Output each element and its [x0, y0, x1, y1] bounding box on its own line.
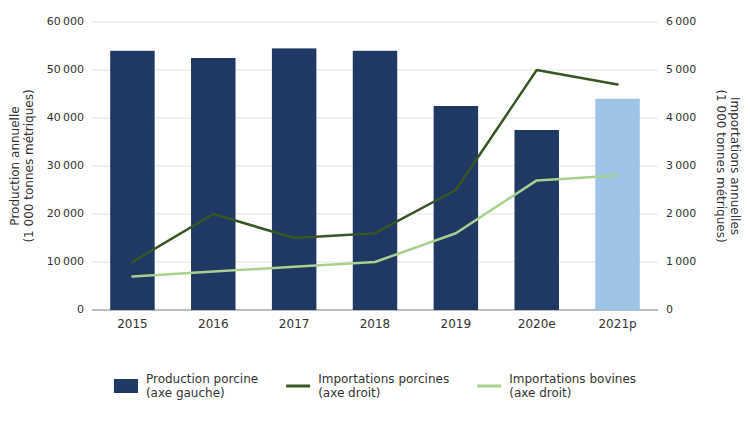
- legend-text-group: Importations bovines(axe droit): [509, 372, 636, 400]
- legend-text-group: Importations porcines(axe droit): [318, 372, 449, 400]
- line: [132, 176, 617, 277]
- grid: [92, 22, 658, 310]
- y2-tick-label: 4 000: [666, 111, 696, 124]
- y2-tick-label: 0: [666, 303, 673, 316]
- y-tick-label: 20 000: [47, 207, 84, 220]
- marks: [110, 48, 640, 310]
- text-line: Production annuelle: [8, 106, 22, 225]
- y-tick-label: 0: [77, 303, 84, 316]
- bar: [434, 106, 478, 310]
- y2-tick-label: 6 000: [666, 15, 696, 28]
- x-tick-label: 2020e: [518, 317, 556, 331]
- y-axis-label: Production annuelle(1 000 tonnes métriqu…: [8, 89, 36, 242]
- background: [0, 0, 750, 422]
- bar: [110, 51, 154, 310]
- axes: 0 10 000 20 000 30 000 40 000 50 000 60 000 0 1 …: [8, 15, 743, 331]
- legend-text-group: Production porcine(axe gauche): [146, 372, 258, 400]
- text-line: Importations porcines: [318, 372, 449, 386]
- y2-axis-label: Importations annuelles(1 000 tonnes métr…: [715, 89, 743, 242]
- text-line: (axe droit): [509, 386, 571, 400]
- legend-label: Production porcine(axe gauche): [146, 372, 258, 400]
- y-tick-label: 50 000: [47, 63, 84, 76]
- legend-label: Importations bovines(axe droit): [509, 372, 636, 400]
- y2-tick-label: 2 000: [666, 207, 696, 220]
- x-tick-label: 2019: [441, 317, 472, 331]
- y2-tick-label: 3 000: [666, 159, 696, 172]
- bar: [514, 130, 558, 310]
- text-line: Importations annuelles: [729, 97, 743, 235]
- text-line: (axe droit): [318, 386, 380, 400]
- text-line: Production porcine: [146, 372, 258, 386]
- legend-item: Importations bovines(axe droit): [477, 372, 636, 400]
- legend-swatch: [477, 385, 501, 388]
- x-tick-label: 2016: [198, 317, 229, 331]
- text-line: Importations bovines: [509, 372, 636, 386]
- x-tick-label: 2018: [360, 317, 391, 331]
- y-tick-label: 60 000: [47, 15, 84, 28]
- y2-tick-label: 5 000: [666, 63, 696, 76]
- x-tick-label: 2021p: [598, 317, 636, 331]
- legend-label: Importations porcines(axe droit): [318, 372, 449, 400]
- y-tick-label: 30 000: [47, 159, 84, 172]
- bar: [595, 99, 639, 310]
- legend-item: Importations porcines(axe droit): [286, 372, 449, 400]
- text-line: (axe gauche): [146, 386, 225, 400]
- y-tick-label: 10 000: [47, 255, 84, 268]
- y2-tick-label: 1 000: [666, 255, 696, 268]
- x-tick-label: 2017: [279, 317, 310, 331]
- line: [132, 70, 617, 262]
- legend: Production porcine(axe gauche) Importatio…: [114, 372, 636, 400]
- legend-swatch: [286, 385, 310, 388]
- y-tick-label: 40 000: [47, 111, 84, 124]
- text-line: (1 000 tonnes métriques): [715, 89, 729, 242]
- text-line: (1 000 tonnes métriques): [22, 89, 36, 242]
- grid-line: [92, 22, 658, 23]
- bar: [353, 51, 397, 310]
- chart: 0 10 000 20 000 30 000 40 000 50 000 60 000 0 1 …: [0, 0, 750, 422]
- x-tick-label: 2015: [117, 317, 148, 331]
- legend-swatch: [114, 379, 138, 393]
- bar: [272, 48, 316, 310]
- legend-item: Production porcine(axe gauche): [114, 372, 258, 400]
